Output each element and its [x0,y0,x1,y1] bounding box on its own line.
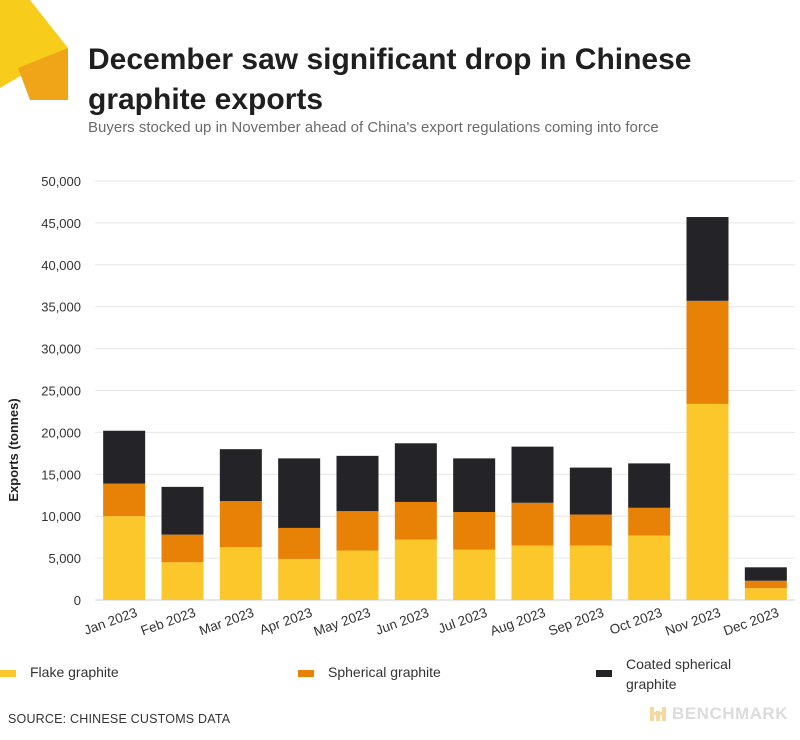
y-tick-label: 20,000 [41,425,81,440]
bar-segment-spherical [336,511,379,551]
x-tick-label: May 2023 [312,605,373,639]
y-axis-label: Exports (tonnes) [6,398,21,501]
legend-swatch-flake [0,670,16,677]
x-tick-label: Sep 2023 [546,605,605,639]
corner-logo-icon [0,0,68,100]
bars [103,217,787,600]
bar-segment-spherical [569,514,612,546]
brand-name: BENCHMARK [672,704,788,723]
source-note: SOURCE: CHINESE CUSTOMS DATA [8,712,231,726]
bar-segment-coated [744,567,787,581]
x-tick-label: Apr 2023 [258,605,315,638]
x-tick-label: Mar 2023 [197,605,256,639]
x-tick-label: Oct 2023 [608,605,665,638]
bar-segment-spherical [278,527,321,559]
bar-segment-flake [628,535,671,600]
brand-mark: BENCHMARK [648,704,788,724]
bar-segment-flake [453,549,496,600]
bar-segment-coated [569,467,612,515]
bar-segment-coated [628,463,671,508]
legend-swatch-coated [596,670,612,677]
legend-item-coated: Coated spherical graphite [596,654,731,694]
y-tick-label: 0 [74,593,81,608]
bar-segment-flake [511,545,554,600]
legend-label-coated-line1: Coated spherical [626,656,732,672]
bar-segment-coated [336,455,379,512]
bar-segment-flake [686,403,729,600]
x-tick-label: Jun 2023 [374,605,431,638]
bar-segment-coated [453,458,496,513]
chart-title: December saw significant drop in Chinese… [88,43,692,116]
bar-segment-spherical [394,501,437,540]
corner-logo-light-shape [0,0,68,88]
bar-segment-coated [103,430,146,484]
y-tick-label: 45,000 [41,216,81,231]
y-tick-label: 5,000 [48,551,81,566]
bar-segment-coated [161,486,204,535]
y-tick-label: 15,000 [41,467,81,482]
y-tick-label: 25,000 [41,384,81,399]
legend-label-coated-line2: graphite [626,676,677,692]
y-tick-label: 35,000 [41,300,81,315]
legend-label-spherical: Spherical graphite [328,664,441,680]
y-tick-label: 10,000 [41,509,81,524]
legend-item-flake: Flake graphite [0,662,119,682]
bar-segment-spherical [453,512,496,550]
bar-segment-spherical [103,483,146,517]
x-tick-label: Feb 2023 [139,605,198,639]
y-tick-label: 50,000 [41,174,81,189]
bar-segment-coated [278,458,321,528]
bar-segment-flake [278,558,321,600]
x-tick-label: Dec 2023 [721,605,780,639]
bar-segment-spherical [686,300,729,404]
bar-segment-flake [394,539,437,600]
corner-logo-dark-shape [18,48,68,100]
x-tick-label: Jul 2023 [436,605,489,637]
bar-segment-flake [103,516,146,600]
y-tick-label: 40,000 [41,258,81,273]
bar-segment-flake [744,588,787,600]
benchmark-logo-icon [650,707,667,721]
x-tick-label: Jan 2023 [82,605,139,638]
y-axis-ticks: 0 5,000 10,000 15,000 20,000 25,000 30,000 35,0… [41,174,81,608]
x-tick-label: Nov 2023 [663,605,722,639]
bar-segment-coated [686,217,729,301]
bar-segment-spherical [511,502,554,546]
legend-swatch-spherical [298,670,314,677]
bar-segment-flake [569,545,612,600]
bar-segment-coated [394,443,437,502]
legend-label-coated: Coated spherical graphite [626,654,731,694]
x-tick-label: Aug 2023 [488,605,547,639]
stacked-bar-chart: 0 5,000 10,000 15,000 20,000 25,000 30,000 35,0… [6,174,795,639]
chart-subtitle: Buyers stocked up in November ahead of C… [88,119,659,136]
legend-item-spherical: Spherical graphite [298,662,441,682]
legend-label-flake: Flake graphite [30,664,119,680]
bar-segment-spherical [628,507,671,536]
y-tick-label: 30,000 [41,342,81,357]
bar-segment-flake [161,562,204,600]
gridlines [95,180,795,601]
bar-segment-flake [336,550,379,600]
bar-segment-coated [511,446,554,503]
bar-segment-spherical [744,580,787,589]
bar-segment-spherical [219,501,262,548]
bar-segment-coated [219,449,262,502]
bar-segment-spherical [161,534,204,563]
bar-segment-flake [219,547,262,600]
